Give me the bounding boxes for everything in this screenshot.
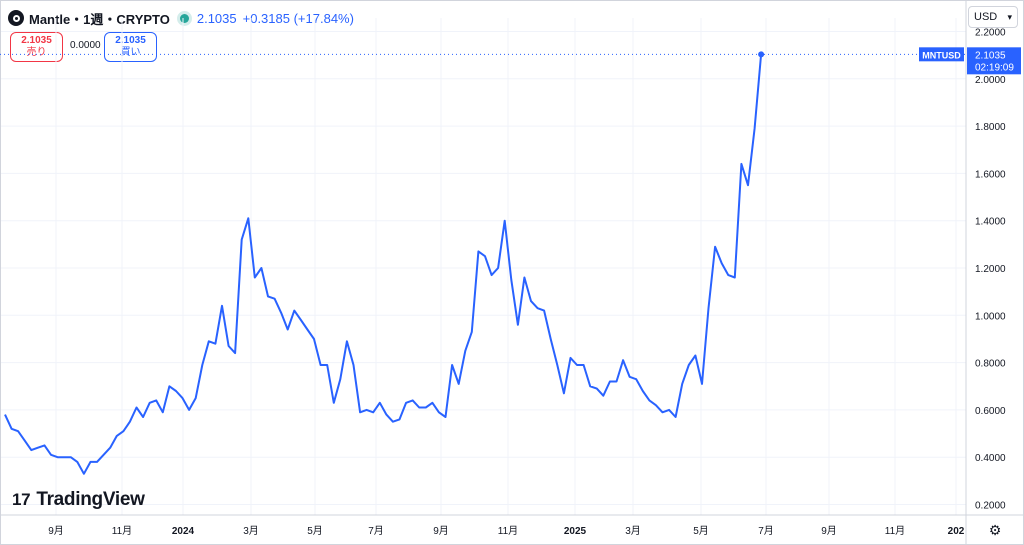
- sell-button[interactable]: 2.1035 売り: [10, 32, 63, 62]
- y-tick-label: 0.2000: [975, 501, 1006, 512]
- price-change: +0.3185 (+17.84%): [242, 10, 354, 26]
- x-tick-label: 9月: [821, 525, 837, 537]
- y-tick-label: 2.2000: [975, 28, 1006, 39]
- x-tick-label: 9月: [48, 525, 64, 537]
- price-tag-value: 2.1035: [975, 50, 1006, 61]
- buy-price: 2.1035: [115, 35, 146, 46]
- current-price: 2.1035: [196, 10, 237, 26]
- symbol-title[interactable]: Mantle・1週・CRYPTO: [29, 11, 170, 27]
- x-tick-label: 3月: [625, 525, 641, 537]
- symbol-tag: MNTUSD: [922, 50, 961, 60]
- currency-select[interactable]: USD ▾: [968, 6, 1018, 28]
- x-tick-label: 5月: [307, 525, 323, 537]
- y-tick-label: 0.8000: [975, 359, 1006, 370]
- sell-price: 2.1035: [21, 35, 52, 46]
- y-tick-label: 1.2000: [975, 264, 1006, 275]
- x-tick-label: 11月: [498, 525, 518, 537]
- y-tick-label: 1.4000: [975, 217, 1006, 228]
- tradingview-mark-icon: 17: [12, 490, 31, 509]
- brand-name: TradingView: [36, 489, 145, 510]
- x-tick-label: 7月: [758, 525, 774, 537]
- chart-header: Mantle・1週・CRYPTO 2.1035 +0.3185 (+17.84%…: [8, 8, 354, 28]
- buy-button[interactable]: 2.1035 買い: [104, 32, 157, 62]
- price-tag-countdown: 02:19:09: [975, 62, 1014, 73]
- y-tick-label: 1.0000: [975, 311, 1006, 322]
- price-line: [4, 54, 763, 475]
- spread-value: 0.0000: [70, 40, 101, 51]
- buy-label: 買い: [120, 47, 141, 58]
- y-tick-label: 2.0000: [975, 75, 1006, 86]
- price-tag-bg: [967, 47, 1021, 75]
- currency-value: USD: [974, 11, 998, 23]
- y-tick-label: 0.6000: [975, 406, 1006, 417]
- y-tick-label: 0.4000: [975, 453, 1006, 464]
- sell-label: 売り: [26, 47, 47, 58]
- x-tick-label: 202: [948, 526, 965, 537]
- mantle-logo-icon: [8, 10, 24, 26]
- x-tick-label: 3月: [243, 525, 259, 537]
- x-tick-label: 7月: [368, 525, 384, 537]
- x-tick-label: 5月: [693, 525, 709, 537]
- chevron-down-icon: ▾: [1007, 11, 1012, 22]
- y-tick-label: 1.6000: [975, 169, 1006, 180]
- tradingview-logo: 17 TradingView: [12, 489, 145, 511]
- x-tick-label: 9月: [433, 525, 449, 537]
- settings-gear-icon[interactable]: ⚙: [988, 522, 1002, 538]
- x-tick-label: 2025: [564, 526, 587, 537]
- symbol-tag-bg: [919, 47, 964, 62]
- x-tick-label: 11月: [112, 525, 132, 537]
- last-price-marker: [758, 51, 765, 58]
- y-tick-label: 1.8000: [975, 122, 1006, 133]
- market-status-icon: [179, 13, 189, 23]
- x-tick-label: 2024: [172, 526, 195, 537]
- x-tick-label: 11月: [885, 525, 905, 537]
